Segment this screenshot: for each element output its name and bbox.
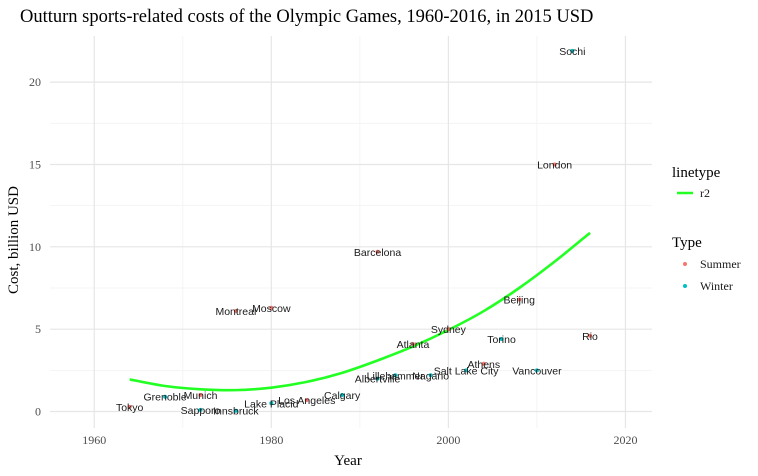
data-point-summer (269, 305, 274, 310)
point-label: Albertville (355, 374, 401, 386)
data-point-winter (464, 368, 469, 373)
y-tick-label: 20 (29, 75, 41, 89)
ticks-layer: 1960 1980 2000 2020 0 5 10 15 20 (29, 75, 637, 447)
point-label: Munich (184, 390, 218, 402)
data-point-winter (393, 373, 398, 378)
y-tick-label: 0 (35, 405, 41, 419)
data-point-summer (552, 162, 557, 167)
point-label: Sapporo (181, 405, 221, 417)
data-point-summer (517, 297, 522, 302)
data-point-winter (340, 393, 345, 398)
point-label: London (537, 159, 572, 171)
point-label: Vancouver (512, 365, 562, 377)
data-point-winter (499, 337, 504, 342)
data-point-winter (233, 408, 238, 413)
data-point-summer (410, 342, 415, 346)
point-label: Tokyo (116, 402, 144, 414)
data-point-summer (198, 393, 203, 398)
y-axis-title: Cost, billion USD (6, 186, 22, 294)
y-tick-label: 15 (29, 157, 41, 171)
x-tick-label: 1960 (82, 433, 106, 447)
data-point-summer (127, 404, 132, 409)
data-point-winter (269, 401, 274, 406)
point-label: Calgary (324, 390, 361, 402)
point-label: Innsbruck (213, 406, 259, 418)
data-point-winter (428, 373, 433, 378)
point-label: Atlanta (397, 339, 430, 351)
point-label: Sydney (431, 324, 467, 336)
data-point-winter (198, 407, 203, 412)
point-label: Los Angeles (278, 395, 335, 407)
data-point-summer (375, 249, 380, 254)
point-label: Rio (582, 331, 598, 343)
point-label: Sochi (559, 46, 585, 58)
x-tick-label: 2000 (436, 433, 460, 447)
data-point-winter (163, 394, 168, 399)
legend-trend-label: r2 (700, 186, 710, 200)
point-label: Torino (487, 334, 516, 346)
trend-line-r2 (129, 231, 591, 392)
legend-winter-dot (683, 284, 687, 288)
point-label: Lillehammer (367, 370, 425, 382)
data-point-winter (375, 376, 380, 381)
point-label: Beijing (503, 295, 535, 307)
legend-summer-dot (683, 262, 687, 266)
point-label: Moscow (252, 303, 291, 315)
legend-summer-label: Summer (700, 257, 741, 271)
x-tick-label: 1980 (259, 433, 283, 447)
points-layer (127, 48, 593, 413)
trend-layer (129, 231, 591, 392)
data-point-winter (570, 48, 575, 53)
data-point-summer (446, 327, 451, 332)
legend: linetype r2 Type Summer Winter (672, 165, 741, 293)
point-label: Grenoble (143, 392, 186, 404)
point-label: Montreal (215, 306, 256, 318)
point-label: Athens (467, 359, 500, 371)
y-tick-label: 5 (35, 322, 41, 336)
data-point-summer (481, 361, 486, 366)
x-axis-title: Year (334, 453, 362, 469)
grid (50, 36, 652, 428)
data-point-summer (588, 333, 593, 338)
legend-linetype-title: linetype (672, 165, 721, 181)
point-label: Nagano (412, 370, 449, 382)
point-label: Barcelona (354, 247, 401, 259)
point-label: Salt Lake City (434, 365, 500, 377)
data-point-summer (233, 309, 238, 314)
data-point-summer (304, 398, 309, 402)
x-tick-label: 2020 (613, 433, 637, 447)
data-point-winter (534, 368, 539, 373)
chart-title: Outturn sports-related costs of the Olym… (20, 7, 593, 27)
y-tick-label: 10 (29, 240, 41, 254)
point-label: Lake Placid (244, 398, 298, 410)
legend-winter-label: Winter (700, 279, 733, 293)
legend-type-title: Type (672, 235, 702, 251)
